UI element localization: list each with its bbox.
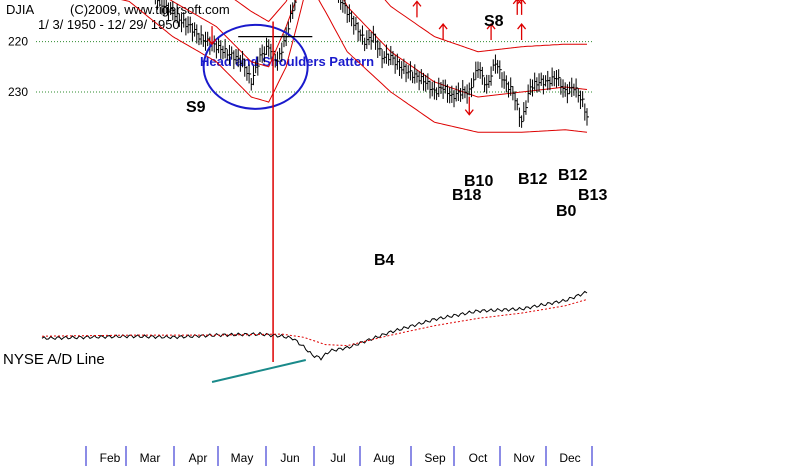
lower-band-line <box>234 0 587 53</box>
ticker-label: DJIA <box>6 2 35 17</box>
ad-trend-line <box>211 359 307 383</box>
ad-line-label: NYSE A/D Line <box>3 351 105 368</box>
month-label: Apr <box>189 451 208 465</box>
y-tick-label: 230 <box>8 85 28 99</box>
signal-label: B10 <box>464 173 493 190</box>
month-label: Feb <box>100 451 121 465</box>
month-label: Jul <box>330 451 345 465</box>
month-label: Dec <box>559 451 580 465</box>
month-label: Jun <box>280 451 299 465</box>
buy-arrow <box>517 0 527 15</box>
upper-band-line <box>120 0 588 133</box>
grid-lines <box>36 41 592 93</box>
month-axis: Feb Mar Apr May Jun Jul Aug Sep Oct Nov Dec <box>85 446 593 466</box>
signal-label: B12 <box>558 167 587 184</box>
price-bars <box>154 0 589 128</box>
buy-arrow <box>517 23 527 41</box>
sell-arrow <box>464 96 474 116</box>
bollinger-bands <box>120 0 588 133</box>
month-label: Nov <box>513 451 534 465</box>
y-tick-label: 220 <box>8 35 28 49</box>
date-range-label: 1/ 3/ 1950 - 12/ 29/ 1950 <box>38 17 180 32</box>
month-label: Oct <box>469 451 488 465</box>
month-label: May <box>231 451 254 465</box>
month-label: Mar <box>140 451 161 465</box>
buy-arrow <box>486 23 496 41</box>
month-label: Sep <box>424 451 446 465</box>
signal-label: B0 <box>556 203 577 220</box>
head-shoulders-ellipse <box>202 23 309 110</box>
signal-label: B13 <box>578 187 607 204</box>
signal-label: S8 <box>484 13 504 30</box>
signal-label: B4 <box>374 252 395 269</box>
pattern-annotations <box>202 21 313 362</box>
ad-line <box>41 290 588 361</box>
month-label: Aug <box>373 451 394 465</box>
y-axis-ticks: 200210220230 <box>8 35 28 99</box>
mid-band-line <box>169 0 588 98</box>
signal-label: B18 <box>452 187 481 204</box>
ad-moving-average <box>42 298 588 347</box>
signal-label: B12 <box>518 171 547 188</box>
buy-arrow <box>512 0 522 15</box>
sell-arrow <box>207 26 217 46</box>
buy-arrow <box>412 0 422 18</box>
signal-label: S9 <box>186 99 206 116</box>
ad-line-panel <box>41 290 588 383</box>
buy-arrow <box>438 23 448 41</box>
